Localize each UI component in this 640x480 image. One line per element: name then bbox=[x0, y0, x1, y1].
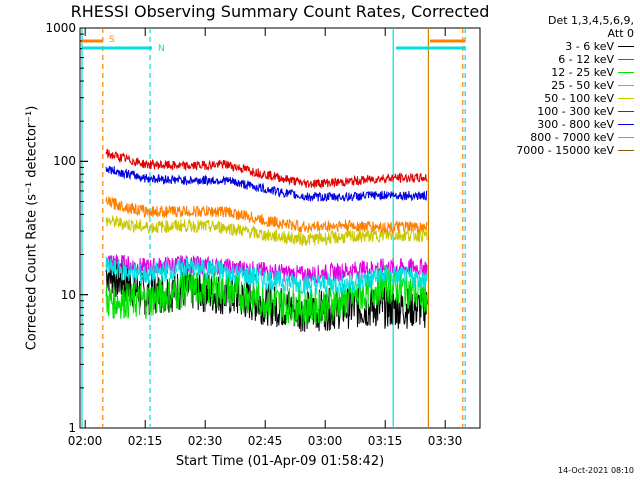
legend-entry: 800 - 7000 keV bbox=[484, 131, 634, 144]
timestamp: 14-Oct-2021 08:10 bbox=[558, 466, 634, 475]
legend-swatch bbox=[618, 59, 634, 60]
x-tick-label: 02:30 bbox=[187, 434, 223, 448]
legend-swatch bbox=[618, 124, 634, 125]
y-tick-label: 100 bbox=[53, 154, 76, 168]
x-tick-label: 03:15 bbox=[367, 434, 403, 448]
legend-entry: 100 - 300 keV bbox=[484, 105, 634, 118]
legend-entry: 300 - 800 keV bbox=[484, 118, 634, 131]
legend-entry: 3 - 6 keV bbox=[484, 40, 634, 53]
legend-swatch bbox=[618, 46, 634, 47]
legend-entry: 7000 - 15000 keV bbox=[484, 144, 634, 157]
axis-ticks bbox=[80, 27, 446, 429]
x-tick-label: 02:45 bbox=[247, 434, 283, 448]
legend-swatch bbox=[618, 137, 634, 138]
legend-label: 7000 - 15000 keV bbox=[516, 144, 614, 157]
series-layer bbox=[105, 148, 428, 332]
legend-label: 3 - 6 keV bbox=[565, 40, 614, 53]
x-tick-label: 02:00 bbox=[67, 434, 103, 448]
series-line bbox=[105, 166, 428, 203]
x-tick-label: 02:15 bbox=[127, 434, 163, 448]
legend-swatch bbox=[618, 72, 634, 73]
series-line bbox=[105, 148, 428, 190]
legend-label: 12 - 25 keV bbox=[551, 66, 614, 79]
legend-header-line: Det 1,3,4,5,6,9, bbox=[547, 14, 634, 27]
y-tick-label: 1000 bbox=[45, 21, 76, 35]
legend-swatch bbox=[618, 85, 634, 86]
legend-label: 100 - 300 keV bbox=[537, 105, 614, 118]
y-tick-label: 10 bbox=[60, 288, 76, 302]
x-tick-label: 03:00 bbox=[307, 434, 343, 448]
legend-swatch bbox=[618, 98, 634, 99]
plot-frame bbox=[79, 27, 481, 429]
chart-title: RHESSI Observing Summary Count Rates, Co… bbox=[70, 2, 490, 21]
legend-swatch bbox=[618, 111, 634, 112]
series-line bbox=[105, 265, 428, 326]
legend-entry: 12 - 25 keV bbox=[484, 66, 634, 79]
legend-swatch bbox=[618, 150, 634, 151]
y-tick-label: 1 bbox=[68, 421, 76, 435]
legend-entry: 25 - 50 keV bbox=[484, 79, 634, 92]
legend-label: 6 - 12 keV bbox=[558, 53, 614, 66]
x-axis-label: Start Time (01-Apr-09 01:58:42) bbox=[175, 454, 385, 469]
legend-label: 300 - 800 keV bbox=[537, 118, 614, 131]
time-markers bbox=[81, 28, 466, 428]
legend-label: 25 - 50 keV bbox=[551, 79, 614, 92]
series-line bbox=[105, 215, 428, 247]
legend: Det 1,3,4,5,6,9, Att 0 3 - 6 keV 6 - 12 … bbox=[484, 14, 634, 157]
y-axis-label: Corrected Count Rate (s⁻¹ detector⁻¹) bbox=[24, 105, 40, 351]
series-line bbox=[105, 257, 428, 295]
s-flag-label: S bbox=[109, 35, 115, 45]
series-line bbox=[105, 196, 428, 234]
x-tick-label: 03:30 bbox=[427, 434, 463, 448]
series-line bbox=[105, 254, 428, 284]
legend-label: 800 - 7000 keV bbox=[530, 131, 614, 144]
legend-entry: 50 - 100 keV bbox=[484, 92, 634, 105]
legend-header-line: Att 0 bbox=[607, 27, 634, 40]
legend-label: 50 - 100 keV bbox=[544, 92, 614, 105]
n-flag-label: N bbox=[158, 44, 165, 54]
legend-entry: 6 - 12 keV bbox=[484, 53, 634, 66]
